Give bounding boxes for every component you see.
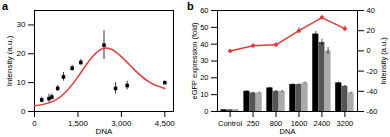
svg-text:4,500: 4,500 — [155, 119, 176, 128]
svg-text:30: 30 — [200, 56, 208, 65]
svg-text:60: 60 — [200, 6, 208, 15]
svg-text:3200: 3200 — [337, 119, 354, 128]
svg-text:-60: -60 — [367, 107, 378, 116]
svg-text:2400: 2400 — [314, 119, 331, 128]
svg-text:1600: 1600 — [290, 118, 308, 128]
svg-text:40: 40 — [367, 6, 375, 15]
svg-text:0: 0 — [204, 107, 208, 116]
svg-text:250: 250 — [247, 119, 260, 128]
svg-text:0: 0 — [21, 107, 26, 116]
svg-text:800: 800 — [269, 118, 283, 128]
svg-text:40: 40 — [200, 40, 208, 49]
svg-text:-20: -20 — [367, 67, 378, 76]
svg-text:10: 10 — [200, 90, 208, 99]
svg-text:20: 20 — [200, 73, 208, 82]
svg-text:DNA: DNA — [280, 127, 296, 136]
svg-text:50: 50 — [200, 23, 208, 32]
html-text:b: b — [187, 0, 194, 12]
svg-text:20: 20 — [367, 26, 375, 35]
svg-text:0: 0 — [32, 119, 37, 128]
svg-text:0: 0 — [367, 46, 371, 55]
html-text:a: a — [2, 0, 9, 12]
svg-text:20: 20 — [17, 49, 26, 58]
svg-text:eGFP expression (fold): eGFP expression (fold) — [190, 22, 199, 99]
svg-text:Control: Control — [218, 119, 243, 128]
svg-text:Intensity (a.u.): Intensity (a.u.) — [5, 35, 14, 86]
svg-text:10: 10 — [17, 78, 26, 87]
svg-text:-40: -40 — [367, 87, 378, 96]
svg-text:DNA: DNA — [96, 127, 114, 136]
svg-text:30: 30 — [17, 20, 26, 29]
svg-text:3,000: 3,000 — [111, 119, 132, 128]
svg-text:1,500: 1,500 — [68, 119, 89, 128]
svg-text:Intensity (a.u.): Intensity (a.u.) — [379, 37, 388, 85]
